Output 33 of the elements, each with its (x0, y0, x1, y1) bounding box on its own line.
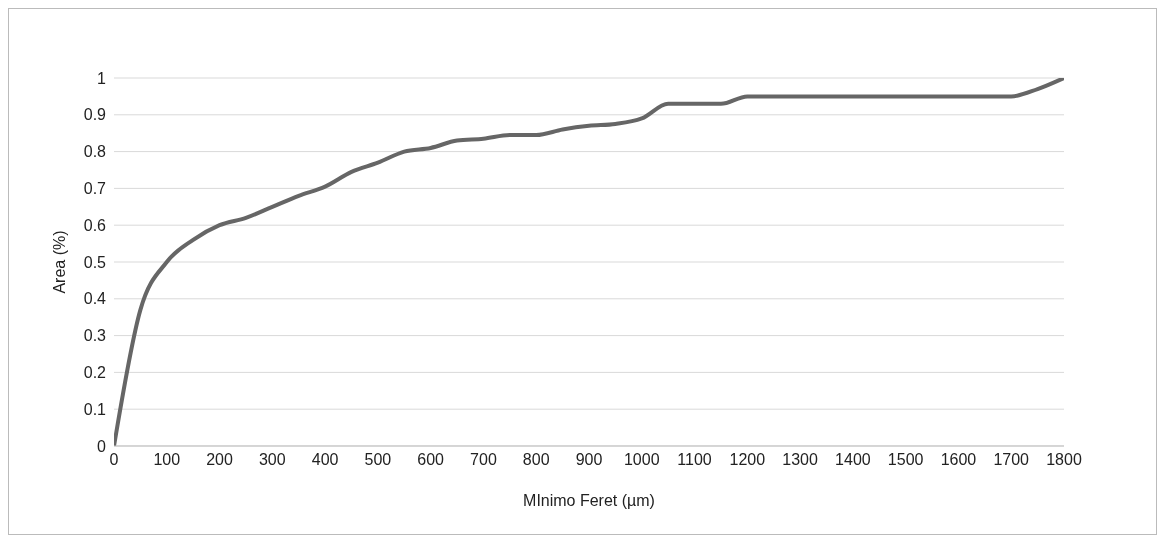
x-tick-label: 1600 (940, 451, 977, 469)
x-tick-label: 900 (575, 451, 603, 469)
x-tick-label: 1300 (782, 451, 819, 469)
x-tick-label: 500 (364, 451, 392, 469)
y-tick-label: 0.3 (83, 327, 107, 345)
y-tick-label: 0.1 (83, 400, 107, 418)
x-tick-label: 1500 (887, 451, 924, 469)
y-tick-label: 0.7 (83, 180, 107, 198)
x-tick-label: 0 (109, 451, 119, 469)
y-tick-label: 0.8 (83, 143, 107, 161)
x-tick-label: 1400 (835, 451, 871, 469)
x-tick-label: 1700 (993, 451, 1030, 469)
y-tick-label: 0 (97, 437, 107, 455)
x-tick-label: 1100 (677, 451, 712, 469)
x-tick-label: 800 (522, 451, 550, 469)
y-tick-label: 0.5 (83, 253, 107, 271)
x-axis-title: MInimo Feret (µm) (523, 492, 655, 509)
x-tick-label: 400 (311, 451, 339, 469)
x-tick-label: 100 (153, 451, 181, 469)
y-tick-label: 0.9 (83, 106, 107, 124)
x-tick-label: 700 (470, 451, 497, 469)
x-tick-label: 1800 (1046, 451, 1082, 469)
x-tick-label: 600 (417, 451, 445, 469)
y-axis-title: Area (%) (50, 230, 68, 294)
x-tick-label: 1000 (623, 451, 660, 469)
x-tick-label: 300 (258, 451, 286, 469)
y-tick-label: 0.4 (83, 290, 107, 308)
y-tick-label: 0.6 (83, 216, 107, 234)
line-series (114, 78, 1064, 446)
x-tick-label: 1200 (729, 451, 766, 469)
y-tick-label: 0.2 (83, 364, 107, 382)
x-tick-label: 200 (206, 451, 233, 469)
y-tick-label: 1 (97, 69, 107, 87)
